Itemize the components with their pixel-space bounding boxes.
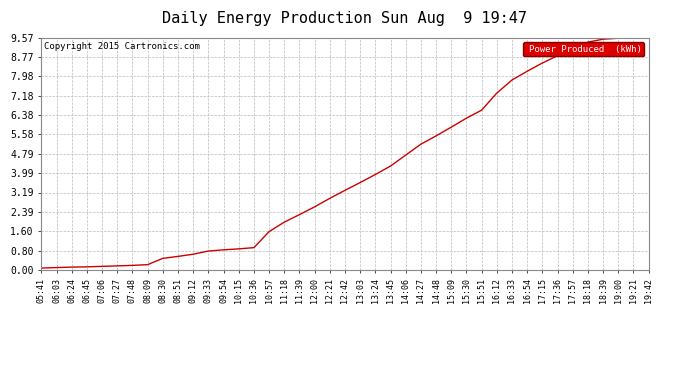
Text: Daily Energy Production Sun Aug  9 19:47: Daily Energy Production Sun Aug 9 19:47: [163, 11, 527, 26]
Text: Copyright 2015 Cartronics.com: Copyright 2015 Cartronics.com: [44, 42, 200, 51]
Legend: Power Produced  (kWh): Power Produced (kWh): [523, 42, 644, 56]
